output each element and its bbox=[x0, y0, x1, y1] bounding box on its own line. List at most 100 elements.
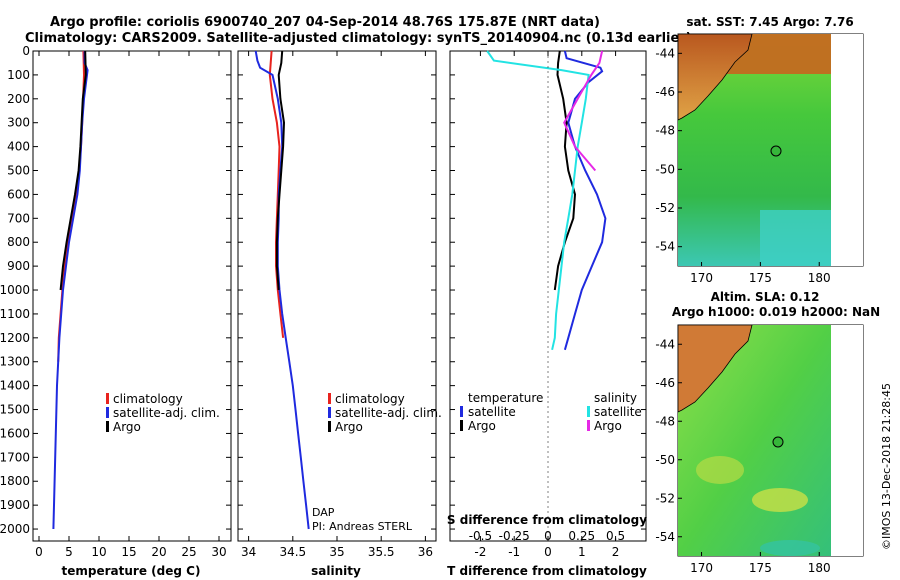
map-x-label: 175 bbox=[749, 561, 772, 575]
legend-mark-climatology bbox=[328, 393, 331, 404]
sla-map-axes: 170 175 180 -44 -46 -48 -50 -52 -54 bbox=[655, 337, 830, 575]
title-line-1: Argo profile: coriolis 6900740_207 04-Se… bbox=[50, 15, 600, 30]
map-x-label: 170 bbox=[690, 561, 713, 575]
map-y-label: -44 bbox=[655, 46, 675, 60]
sla-map: Altim. SLA: 0.12 Argo h1000: 0.019 h2000… bbox=[655, 290, 880, 575]
depth-tick-label: 1000 bbox=[0, 283, 30, 297]
x-tick-label: 20 bbox=[151, 545, 166, 559]
x-tick-label: 5 bbox=[65, 545, 73, 559]
x-tick-label: 35 bbox=[329, 545, 344, 559]
x-tick-label: 30 bbox=[211, 545, 226, 559]
x-tick-label: 1 bbox=[578, 545, 586, 559]
sst-map-blank bbox=[831, 34, 863, 266]
argo-marker-top bbox=[770, 145, 782, 157]
depth-tick-label: 1200 bbox=[0, 331, 30, 345]
x-tick-label: -2 bbox=[474, 545, 486, 559]
salinity-x-axis: 34 34.5 35 35.5 36 bbox=[241, 51, 433, 559]
legend-title-temperature: temperature bbox=[468, 391, 543, 405]
difference-y-ticks bbox=[450, 50, 646, 530]
depth-tick-label: 1700 bbox=[0, 450, 30, 464]
legend-label-s-satellite: satellite bbox=[594, 405, 642, 419]
depth-axis: 0 100 200 300 400 500 600 700 800 900 1000 1100 1200… bbox=[0, 44, 231, 536]
salinity-axes-frame bbox=[237, 50, 437, 542]
sst-map: sat. SST: 7.45 Argo: 7.76 170 175 180 -44 -4… bbox=[655, 15, 864, 285]
map-y-label: -50 bbox=[655, 162, 675, 176]
map-y-label: -52 bbox=[655, 201, 675, 215]
x-tick-label: 0 bbox=[35, 545, 43, 559]
depth-tick-label: 600 bbox=[7, 187, 30, 201]
series-s-satellite bbox=[486, 50, 590, 351]
map-y-label: -52 bbox=[655, 491, 675, 505]
salinity-y-ticks bbox=[238, 50, 436, 530]
salinity-xlabel: salinity bbox=[311, 564, 361, 578]
temperature-lines bbox=[52, 50, 89, 530]
salinity-legend: climatology satellite-adj. clim. Argo bbox=[328, 392, 442, 434]
map-y-label: -54 bbox=[655, 530, 675, 544]
new-zealand-land bbox=[677, 324, 753, 413]
depth-tick-label: 800 bbox=[7, 235, 30, 249]
depth-tick-label: 1800 bbox=[0, 474, 30, 488]
title-line-2: Climatology: CARS2009. Satellite-adjuste… bbox=[25, 31, 692, 46]
s-tick-label: -0.5 bbox=[469, 529, 492, 543]
series-argo bbox=[275, 50, 286, 291]
x-tick-label: 2 bbox=[612, 545, 620, 559]
depth-tick-label: 1100 bbox=[0, 307, 30, 321]
sla-yellow-patch-2 bbox=[696, 456, 744, 484]
sla-yellow-patch bbox=[752, 488, 808, 512]
depth-tick-label: 1900 bbox=[0, 498, 30, 512]
difference-panel: -2 -1 0 1 2 temperature satellite Argo salin… bbox=[447, 50, 647, 578]
legend-label-s-argo: Argo bbox=[594, 419, 622, 433]
map-x-label: 175 bbox=[749, 271, 772, 285]
x-tick-label: 34 bbox=[241, 545, 256, 559]
difference-legend: temperature satellite Argo salinity sate… bbox=[460, 391, 642, 433]
sst-map-title: sat. SST: 7.45 Argo: 7.76 bbox=[686, 15, 853, 29]
sst-map-axes: 170 175 180 -44 -46 -48 -50 -52 -54 bbox=[655, 46, 830, 285]
depth-tick-label: 0 bbox=[22, 44, 30, 58]
legend-label-argo: Argo bbox=[113, 420, 141, 434]
depth-tick-label: 300 bbox=[7, 116, 30, 130]
series-s-argo bbox=[563, 50, 604, 172]
map-y-label: -54 bbox=[655, 240, 675, 254]
sla-map-title-2: Argo h1000: 0.019 h2000: NaN bbox=[672, 305, 880, 319]
x-tick-label: 36 bbox=[418, 545, 433, 559]
difference-x-axis: -2 -1 0 1 2 bbox=[474, 51, 619, 559]
depth-tick-label: 200 bbox=[7, 92, 30, 106]
legend-label-t-satellite: satellite bbox=[468, 405, 516, 419]
depth-tick-label: 700 bbox=[7, 211, 30, 225]
legend-mark-s-satellite bbox=[587, 406, 590, 417]
legend-mark-satellite bbox=[328, 407, 331, 418]
temperature-panel: 0100200300400500600700800900100011001200… bbox=[0, 44, 232, 578]
temperature-x-axis: 0 5 10 15 20 25 30 bbox=[35, 51, 227, 559]
map-y-label: -46 bbox=[655, 85, 675, 99]
depth-tick-label: 1300 bbox=[0, 355, 30, 369]
legend-label-satellite: satellite-adj. clim. bbox=[335, 406, 442, 420]
x-tick-label: -1 bbox=[508, 545, 520, 559]
sla-teal-patch bbox=[760, 540, 820, 556]
series-argo bbox=[59, 50, 87, 291]
temperature-xlabel: temperature (deg C) bbox=[62, 564, 201, 578]
credit-pi: PI: Andreas STERL bbox=[312, 520, 413, 533]
legend-label-climatology: climatology bbox=[113, 392, 183, 406]
argo-marker-bottom bbox=[772, 436, 784, 448]
map-y-label: -44 bbox=[655, 337, 675, 351]
legend-mark-t-satellite bbox=[460, 406, 463, 417]
s-tick-label: 0 bbox=[544, 529, 552, 543]
depth-tick-label: 1500 bbox=[0, 403, 30, 417]
depth-tick-label: 2000 bbox=[0, 522, 30, 536]
x-tick-label: 25 bbox=[181, 545, 196, 559]
map-x-label: 170 bbox=[690, 271, 713, 285]
legend-label-t-argo: Argo bbox=[468, 419, 496, 433]
x-tick-label: 34.5 bbox=[279, 545, 306, 559]
credit-dap: DAP bbox=[312, 506, 335, 519]
new-zealand-land bbox=[677, 33, 753, 121]
sst-cool-band bbox=[760, 210, 831, 266]
s-tick-label: 0.25 bbox=[568, 529, 595, 543]
salinity-lines bbox=[254, 50, 310, 530]
x-tick-label: 35.5 bbox=[368, 545, 395, 559]
s-difference-xlabel: S difference from climatology bbox=[447, 513, 647, 527]
s-difference-ticks: -0.5 -0.25 0 0.25 0.5 bbox=[469, 529, 625, 543]
map-y-label: -48 bbox=[655, 414, 675, 428]
legend-label-climatology: climatology bbox=[335, 392, 405, 406]
s-tick-label: 0.5 bbox=[606, 529, 625, 543]
legend-mark-argo bbox=[106, 421, 109, 432]
